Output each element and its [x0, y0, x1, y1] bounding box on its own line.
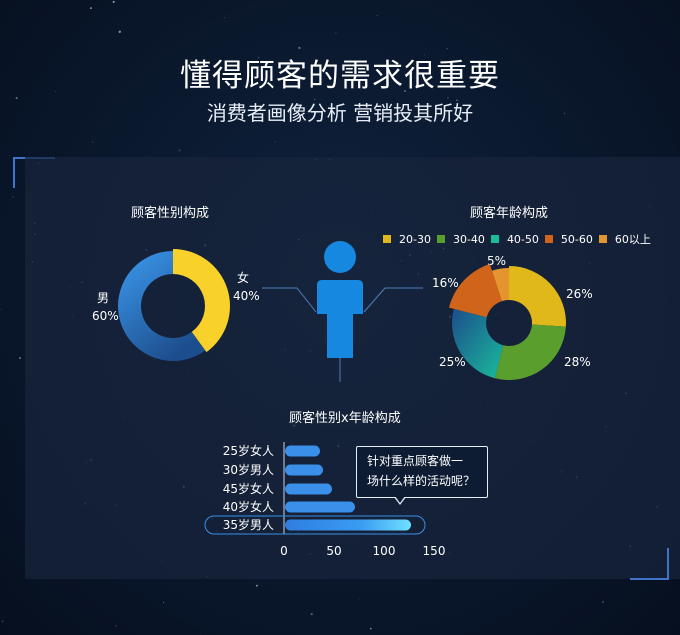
bar-category-label: 45岁女人: [223, 481, 274, 496]
star: [199, 633, 201, 635]
star: [563, 112, 566, 114]
bar: [285, 445, 320, 457]
star: [420, 62, 422, 64]
star: [298, 46, 301, 50]
pie-slice-age-4: [492, 268, 509, 302]
bar-category-label: 25岁女人: [223, 443, 274, 458]
star: [537, 86, 539, 88]
x-tick-label: 50: [326, 544, 341, 558]
star: [369, 627, 372, 630]
star: [447, 96, 449, 99]
star: [358, 598, 360, 600]
legend-item: 30-40: [436, 231, 485, 247]
age-chart-title: 顾客年龄构成: [470, 206, 549, 221]
star: [115, 625, 117, 627]
age-legend: 20-30 30-40 40-50 50-60 60以上: [383, 231, 657, 247]
gender-donut-chart: [118, 249, 231, 361]
star: [444, 4, 446, 6]
star: [423, 54, 425, 56]
bar: [285, 501, 355, 513]
legend-label: 50-60: [560, 232, 593, 246]
pie-slice-age-3: [448, 264, 502, 318]
gender-chart-title: 顾客性别构成: [131, 206, 210, 221]
tooltip-line-1: 针对重点顾客做一: [367, 454, 464, 468]
star: [274, 141, 276, 143]
legend-item: 60以上: [598, 231, 651, 247]
age-label-60-plus: 5%: [487, 254, 507, 268]
star: [602, 601, 604, 603]
gender-value-male: 60%: [92, 309, 119, 323]
x-tick-label: 100: [373, 544, 396, 558]
pie-slice-age-2: [452, 308, 504, 379]
age-donut-chart: [448, 264, 566, 380]
star: [19, 357, 21, 359]
age-gender-bar-chart: 25岁女人 30岁男人 45岁女人 40岁女人 35岁男人 0 50 100 150: [204, 442, 446, 558]
page-subtitle: 消费者画像分析 营销投其所好: [206, 101, 474, 125]
bar: [285, 519, 411, 531]
star: [224, 17, 226, 18]
bar: [285, 483, 332, 495]
star: [310, 613, 313, 616]
star: [89, 7, 92, 10]
star: [162, 601, 165, 603]
bar-chart-title: 顾客性别x年龄构成: [289, 411, 401, 426]
tooltip-arrow-inner: [395, 496, 405, 503]
callout-tooltip: 针对重点顾客做一 场什么样的活动呢？: [356, 446, 488, 498]
gender-label-male: 男: [97, 291, 110, 305]
legend-label: 20-30: [399, 232, 431, 246]
age-label-50-60: 16%: [432, 276, 459, 290]
age-label-20-30: 26%: [566, 287, 593, 301]
star: [181, 606, 182, 608]
corner-bracket-bottom-right: [630, 548, 669, 580]
legend-label: 40-50: [506, 232, 539, 246]
star: [376, 14, 378, 16]
star: [257, 56, 260, 59]
star: [0, 308, 1, 311]
star: [91, 141, 94, 143]
legend-label: 60以上: [614, 233, 651, 246]
star: [456, 99, 458, 102]
gender-value-female: 40%: [233, 289, 260, 303]
star: [8, 155, 10, 157]
legend-item: 40-50: [490, 231, 539, 247]
star: [112, 0, 115, 3]
star: [1, 620, 4, 623]
x-tick-label: 0: [280, 544, 288, 558]
highlight-outline: [204, 515, 426, 535]
pie-slice-age-1: [494, 324, 566, 380]
star: [114, 23, 116, 25]
person-icon: [262, 241, 423, 382]
star: [255, 584, 258, 587]
bar-category-label: 30岁男人: [223, 462, 274, 477]
legend-item: 20-30: [383, 231, 431, 247]
star: [404, 90, 406, 92]
pie-slice-female: [173, 249, 231, 353]
star: [15, 97, 18, 100]
star: [446, 47, 448, 50]
bar-category-label: 35岁男人: [223, 517, 274, 532]
star: [55, 90, 57, 92]
star: [313, 98, 316, 101]
star: [335, 32, 337, 34]
bar-category-label: 40岁女人: [223, 499, 274, 514]
star: [12, 195, 14, 198]
x-tick-label: 150: [423, 544, 446, 558]
age-label-40-50: 25%: [439, 355, 466, 369]
tooltip-line-2: 场什么样的活动呢？: [367, 474, 476, 488]
gender-label-female: 女: [237, 271, 250, 285]
star: [118, 30, 121, 33]
star: [178, 149, 181, 152]
pie-slice-male: [118, 251, 206, 361]
legend-label: 30-40: [452, 232, 485, 246]
bar: [285, 464, 323, 476]
legend-item: 50-60: [544, 231, 593, 247]
page-title: 懂得顾客的需求很重要: [180, 58, 500, 94]
age-label-30-40: 28%: [564, 355, 591, 369]
pie-slice-age-0: [509, 266, 566, 327]
